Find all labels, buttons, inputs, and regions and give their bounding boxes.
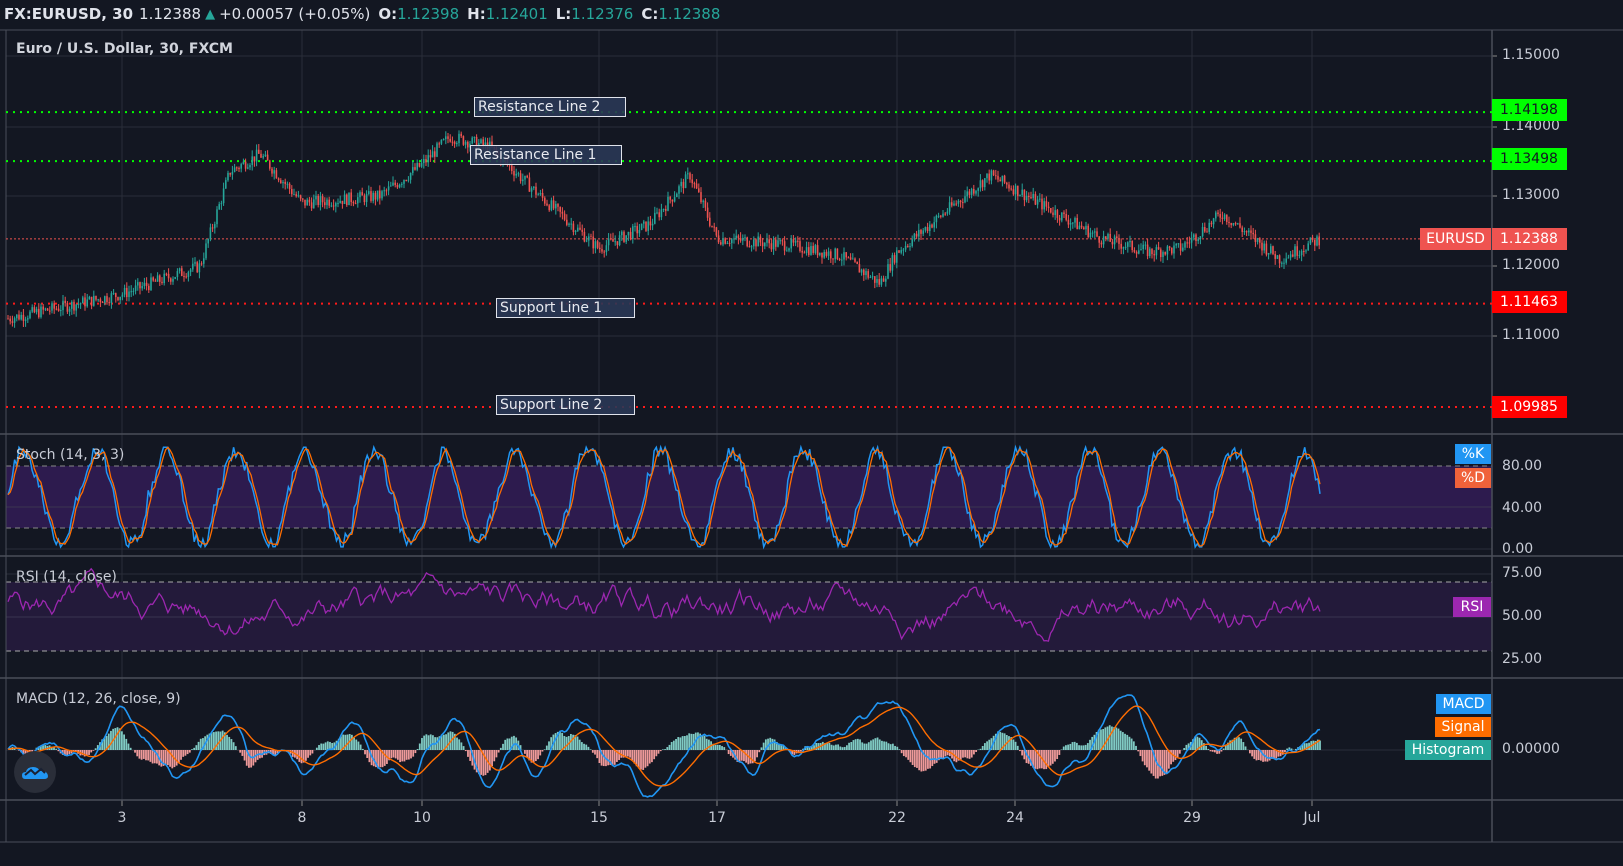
stoch-axis-label: 40.00 <box>1502 500 1543 516</box>
time-axis-label: 15 <box>590 810 608 826</box>
signal-tag: Signal <box>1435 717 1491 737</box>
time-axis-label: 8 <box>297 810 307 826</box>
resistance-line-2-price: 1.14198 <box>1492 99 1567 121</box>
close-key: C: <box>641 5 659 23</box>
stoch-d-tag: %D <box>1455 468 1491 488</box>
time-axis-label: 17 <box>708 810 726 826</box>
macd-title[interactable]: MACD (12, 26, close, 9) <box>16 691 181 707</box>
rsi-axis-label: 75.00 <box>1502 565 1543 581</box>
time-axis-label: 10 <box>413 810 431 826</box>
support-line-2-label[interactable]: Support Line 2 <box>496 395 635 415</box>
stoch-axis-label: 0.00 <box>1502 541 1534 557</box>
resistance-line-2-label[interactable]: Resistance Line 2 <box>474 97 626 117</box>
price-axis-label: 1.12000 <box>1502 257 1560 273</box>
support-line-1-price: 1.11463 <box>1492 291 1567 313</box>
current-symbol-tag: EURUSD <box>1420 228 1491 250</box>
stoch-axis-label: 80.00 <box>1502 458 1543 474</box>
current-price: 1.12388 <box>1492 228 1567 250</box>
support-line-2-price: 1.09985 <box>1492 396 1567 418</box>
price-axis-label: 1.11000 <box>1502 327 1560 343</box>
low-value: 1.12376 <box>571 5 634 23</box>
time-axis-label: 29 <box>1183 810 1201 826</box>
time-axis-label: 24 <box>1006 810 1024 826</box>
rsi-tag: RSI <box>1453 597 1491 617</box>
time-axis-label: Jul <box>1303 810 1321 826</box>
last-price: 1.12388 <box>139 5 202 23</box>
histogram-tag: Histogram <box>1405 740 1491 760</box>
open-key: O: <box>378 5 398 23</box>
low-key: L: <box>555 5 572 23</box>
stoch-k-tag: %K <box>1455 444 1491 464</box>
rsi-title[interactable]: RSI (14, close) <box>16 569 117 585</box>
stoch-title[interactable]: Stoch (14, 3, 3) <box>16 447 125 463</box>
time-axis-label: 3 <box>117 810 127 826</box>
symbol-header: FX:EURUSD, 30 1.12388 ▲ +0.00057 (+0.05%… <box>0 0 1623 28</box>
tradingview-logo[interactable] <box>14 751 56 793</box>
resistance-line-1-price: 1.13498 <box>1492 148 1567 170</box>
symbol-name[interactable]: FX:EURUSD, 30 <box>4 5 134 23</box>
triangle-up-icon: ▲ <box>205 6 216 22</box>
macd-tag: MACD <box>1436 694 1491 714</box>
main-chart-title: Euro / U.S. Dollar, 30, FXCM <box>16 41 233 57</box>
macd-axis-label: 0.00000 <box>1502 741 1560 757</box>
support-line-1-label[interactable]: Support Line 1 <box>496 298 635 318</box>
cloud-chart-icon <box>22 767 48 779</box>
open-value: 1.12398 <box>397 5 460 23</box>
price-axis-label: 1.15000 <box>1502 47 1560 63</box>
close-value: 1.12388 <box>658 5 721 23</box>
resistance-line-1-label[interactable]: Resistance Line 1 <box>470 145 622 165</box>
price-axis-label: 1.13000 <box>1502 187 1560 203</box>
rsi-axis-label: 25.00 <box>1502 651 1543 667</box>
time-axis-label: 22 <box>888 810 906 826</box>
high-key: H: <box>467 5 486 23</box>
high-value: 1.12401 <box>485 5 548 23</box>
rsi-axis-label: 50.00 <box>1502 608 1543 624</box>
price-change: +0.00057 (+0.05%) <box>219 5 371 23</box>
price-axis-label: 1.14000 <box>1502 118 1560 134</box>
